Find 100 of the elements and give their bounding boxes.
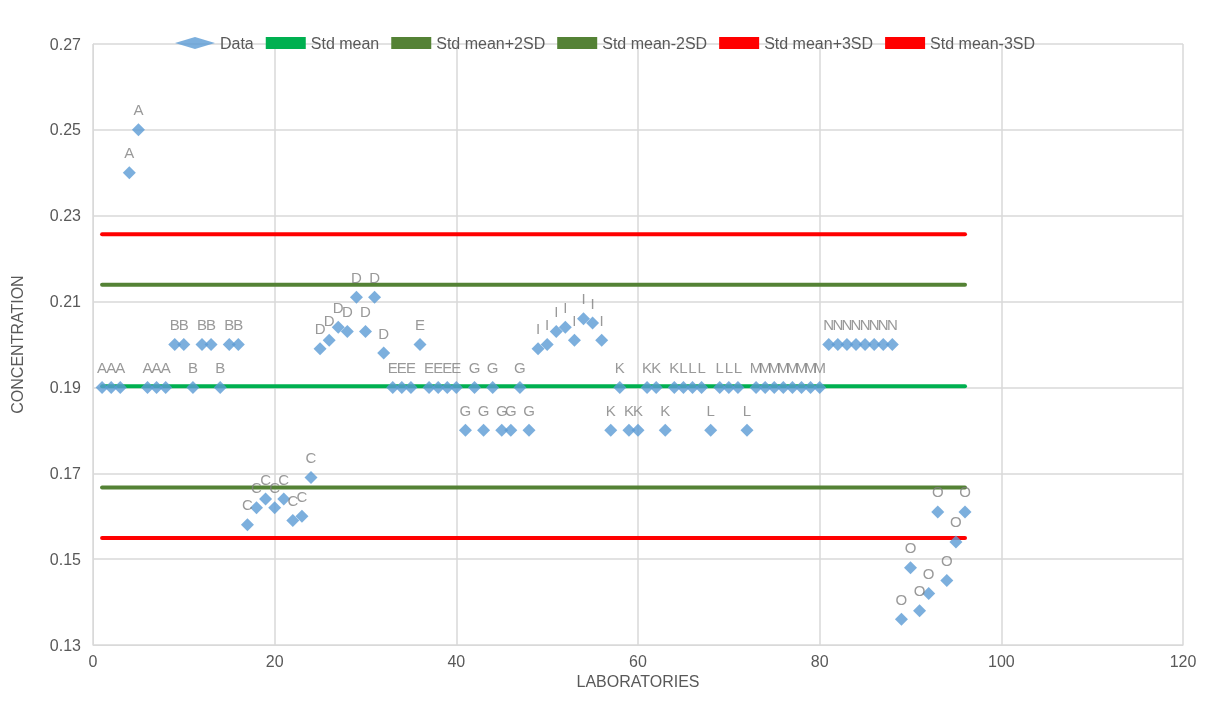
data-label: K	[651, 358, 662, 376]
data-label: D	[332, 298, 344, 316]
data-label: D	[369, 268, 381, 286]
data-label: K	[623, 401, 634, 419]
data-label: K	[614, 358, 625, 376]
y-tick-label: 0.17	[49, 464, 82, 482]
data-label: O	[941, 552, 953, 570]
data-label: N	[832, 316, 844, 333]
x-tick-label: 60	[629, 652, 647, 670]
data-label: G	[514, 358, 526, 376]
y-tick-label: 0.25	[49, 121, 82, 139]
legend-label: Std mean-2SD	[602, 34, 708, 52]
data-label: I	[599, 311, 604, 329]
data-label: K	[669, 358, 680, 376]
data-label: A	[106, 358, 117, 376]
data-label: A	[151, 358, 162, 376]
data-label: O	[913, 582, 926, 600]
data-label: K	[605, 401, 616, 419]
data-label: A	[160, 358, 171, 376]
data-label: I	[536, 320, 541, 338]
data-label: I	[572, 311, 577, 329]
data-label: N	[859, 316, 871, 333]
data-label: K	[642, 358, 653, 376]
x-tick-label: 80	[810, 652, 829, 670]
data-label: G	[523, 401, 535, 419]
data-label: G	[459, 401, 472, 419]
data-label: C	[241, 496, 253, 514]
data-label: L	[679, 358, 688, 376]
x-tick-label: 20	[265, 652, 284, 670]
data-label: I	[563, 298, 568, 316]
data-label: A	[142, 358, 153, 376]
data-label: G	[495, 401, 508, 419]
data-label: L	[724, 358, 734, 376]
data-label: D	[314, 320, 326, 338]
data-label: D	[378, 324, 390, 342]
data-label: G	[477, 401, 490, 419]
data-label: N	[886, 316, 898, 333]
y-tick-label: 0.19	[49, 378, 82, 396]
data-label: L	[715, 358, 724, 376]
data-label: E	[451, 358, 462, 376]
data-label: B	[224, 316, 235, 333]
data-label: A	[124, 144, 135, 162]
x-tick-label: 0	[88, 652, 98, 670]
y-tick-label: 0.23	[49, 207, 82, 225]
data-label: A	[133, 101, 144, 119]
data-label: E	[424, 358, 435, 376]
data-label: L	[733, 358, 743, 376]
data-label: I	[554, 303, 559, 321]
y-tick-label: 0.21	[49, 293, 82, 311]
data-label: O	[904, 539, 917, 557]
data-label: E	[405, 358, 416, 376]
legend-label: Std mean+3SD	[764, 34, 874, 52]
data-label: O	[950, 513, 962, 531]
data-label: E	[396, 358, 407, 376]
data-label: B	[187, 358, 198, 376]
data-label: C	[305, 449, 317, 467]
data-label: N	[850, 316, 862, 333]
y-tick-label: 0.27	[49, 35, 82, 53]
data-label: O	[922, 564, 935, 582]
data-label: G	[486, 358, 499, 376]
x-axis-title: LABORATORIES	[576, 673, 700, 691]
legend-label: Std mean+2SD	[436, 34, 546, 52]
data-label: L	[742, 401, 752, 419]
data-label: N	[841, 316, 853, 333]
data-label: C	[278, 470, 290, 488]
legend-label: Data	[219, 34, 254, 52]
data-label: C	[296, 487, 308, 505]
data-label: B	[215, 358, 226, 376]
legend-label: Std mean	[310, 34, 380, 52]
x-tick-label: 40	[447, 652, 466, 670]
data-label: N	[877, 316, 889, 333]
data-label: E	[414, 316, 426, 333]
data-label: N	[868, 316, 880, 333]
data-label: L	[706, 401, 715, 419]
data-label: L	[697, 358, 706, 376]
data-label: G	[505, 401, 517, 419]
x-tick-label: 120	[1169, 652, 1197, 670]
data-label: I	[581, 290, 586, 308]
data-label: I	[590, 294, 595, 312]
data-label: A	[115, 358, 126, 376]
data-label: K	[660, 401, 671, 419]
data-label: L	[688, 358, 697, 376]
data-label: G	[468, 358, 481, 376]
data-label: K	[632, 401, 644, 419]
data-label: I	[545, 316, 550, 333]
data-label: A	[97, 358, 108, 376]
data-label: B	[178, 316, 189, 333]
data-label: D	[350, 268, 362, 286]
data-label: E	[433, 358, 444, 376]
data-label: B	[169, 316, 180, 333]
data-label: E	[442, 358, 453, 376]
legend-label: Std mean-3SD	[930, 34, 1036, 52]
data-label: O	[895, 590, 908, 608]
y-tick-label: 0.15	[49, 550, 82, 568]
data-label: D	[360, 303, 372, 321]
data-label: B	[206, 316, 217, 333]
x-tick-label: 100	[987, 652, 1015, 670]
data-label: N	[823, 316, 835, 333]
data-label: B	[196, 316, 208, 333]
y-axis-title: CONCENTRATION	[8, 275, 26, 414]
